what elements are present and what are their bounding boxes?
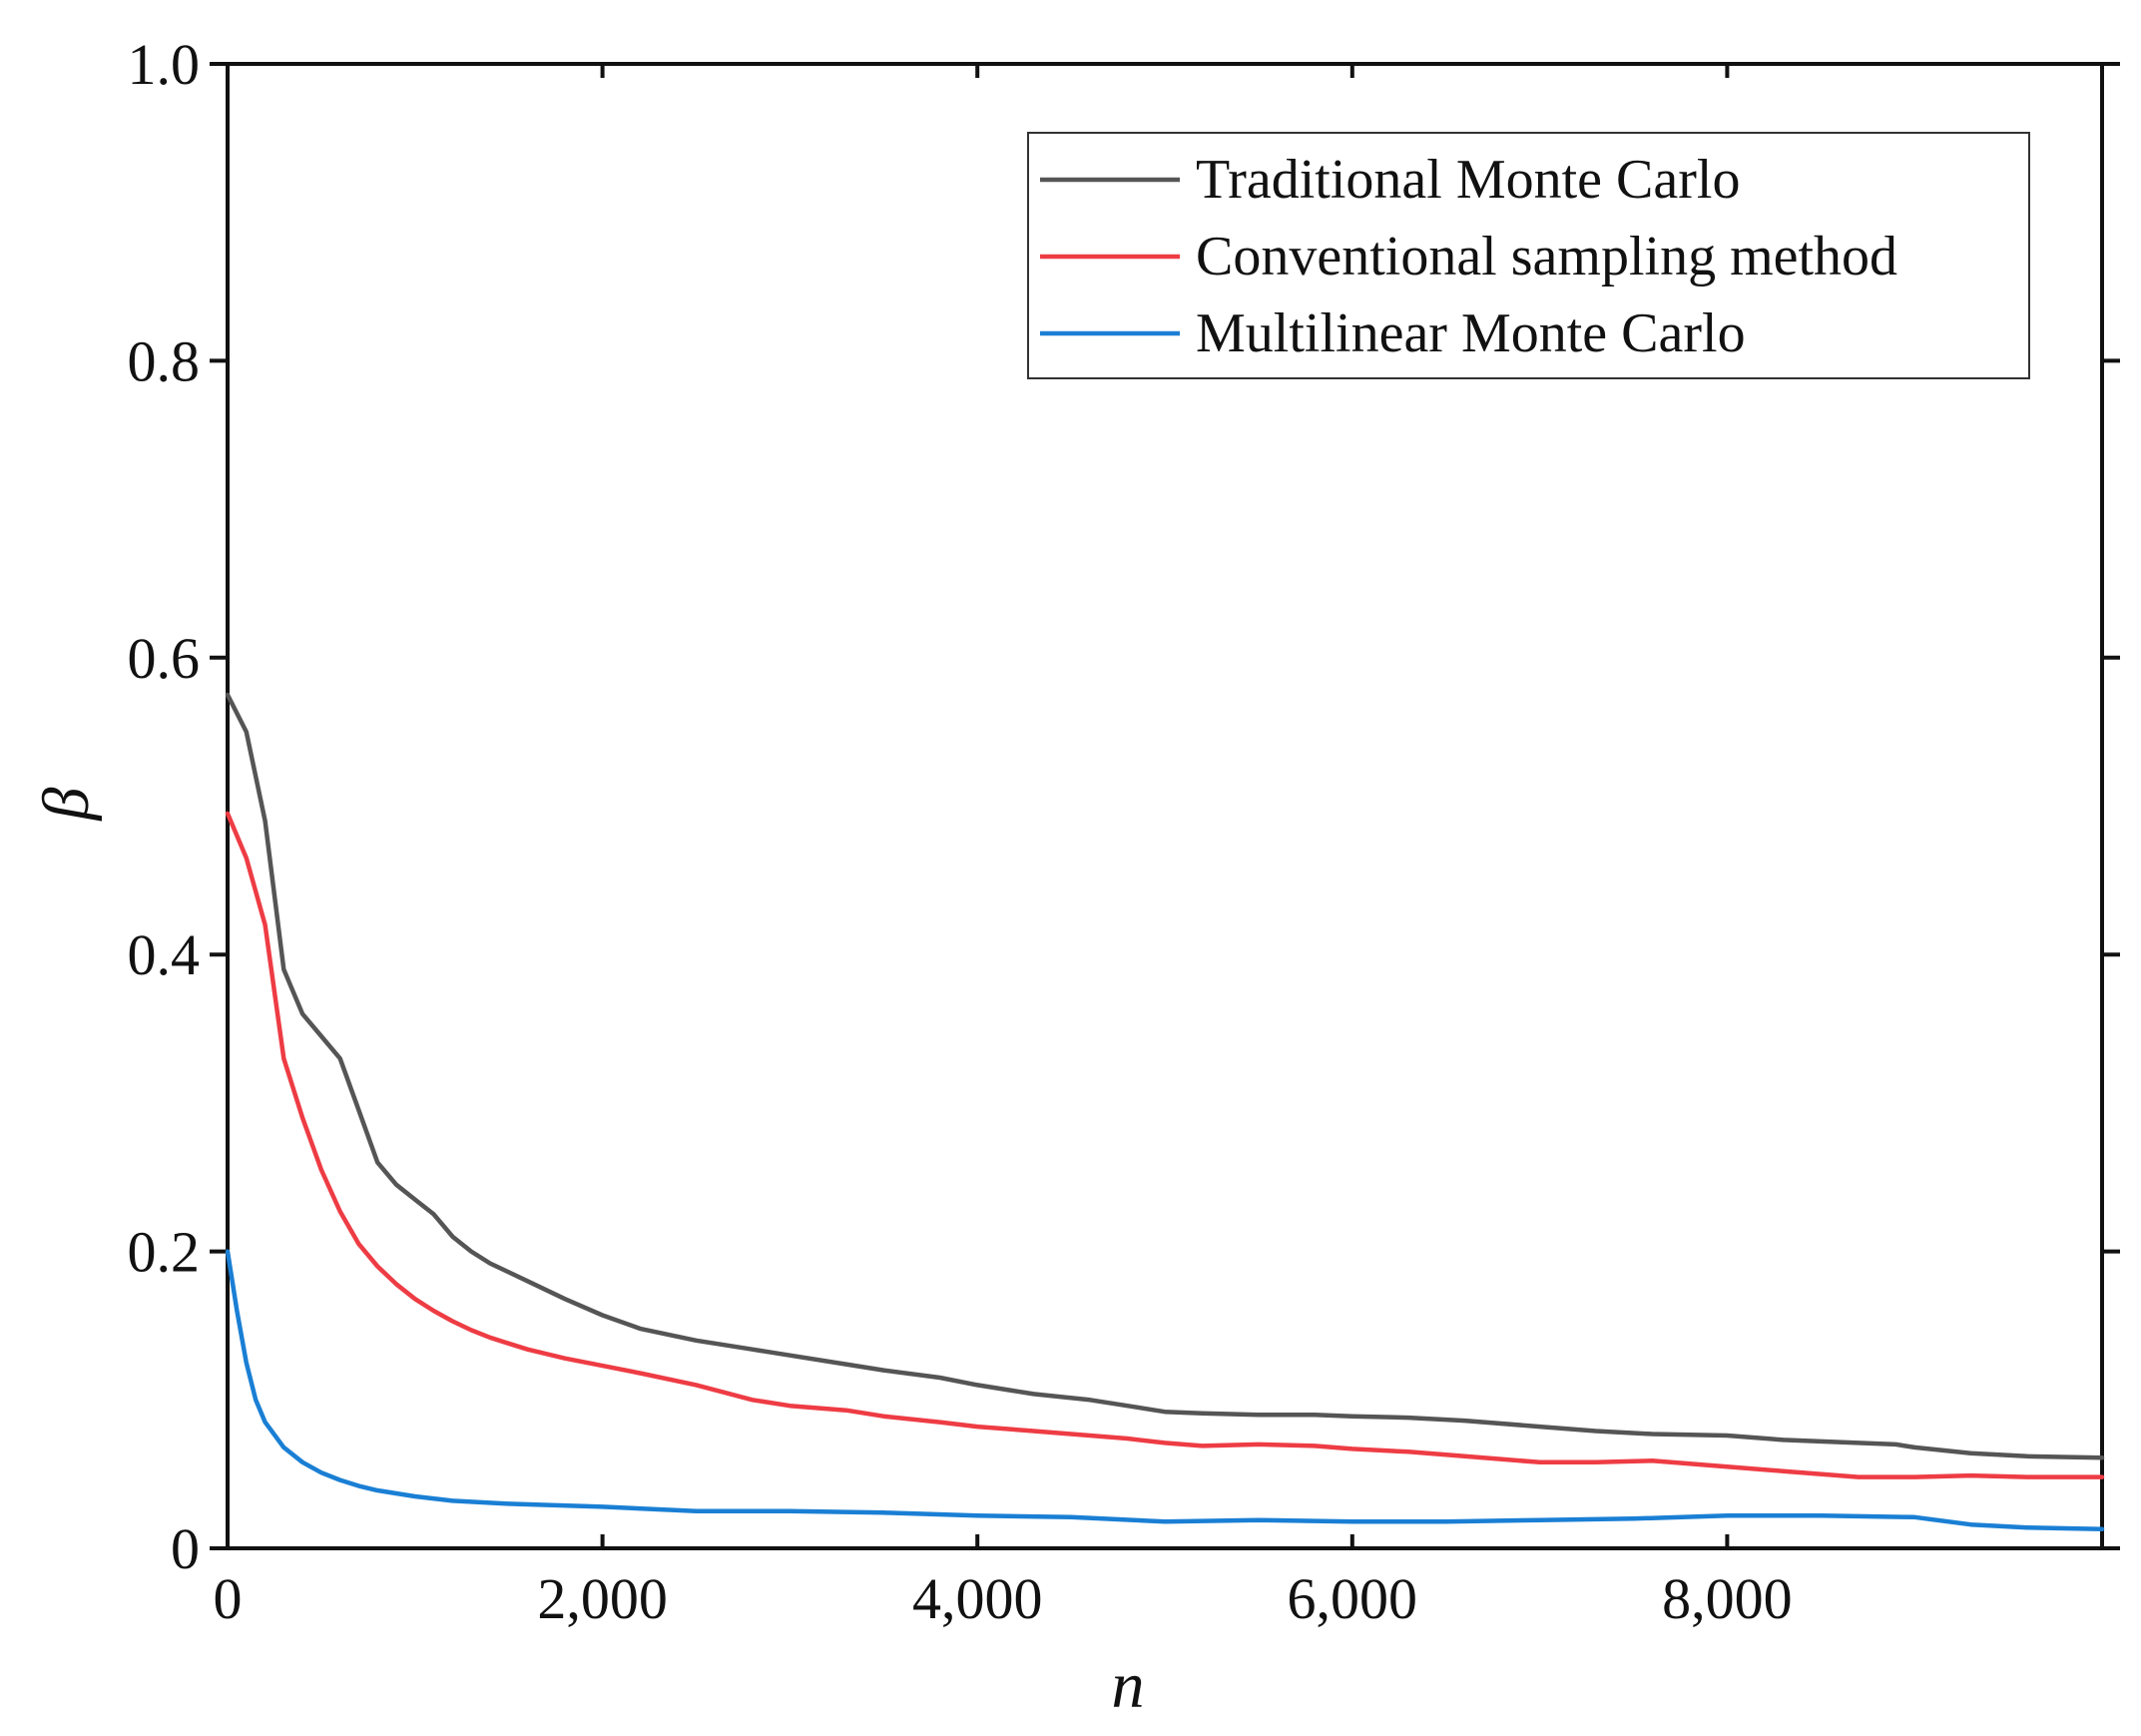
- y-tick-label: 1.0: [128, 32, 201, 97]
- series-line-1: [225, 692, 2105, 1460]
- axis-ticks: 0 2,000 4,000 6,000 8,000 0 0.2 0.4 0.6 0.8 1.0: [128, 32, 2120, 1631]
- x-tick-label: 2,000: [537, 1566, 668, 1631]
- series-line-3: [225, 1249, 2105, 1531]
- legend-label-1: Traditional Monte Carlo: [1196, 149, 1740, 211]
- legend-label-2: Conventional sampling method: [1196, 226, 1897, 288]
- legend-box: [1027, 132, 2030, 379]
- x-tick-label: 8,000: [1662, 1566, 1793, 1631]
- y-tick-label: 0.6: [128, 626, 201, 691]
- legend-label-3: Multilinear Monte Carlo: [1196, 302, 1746, 364]
- y-tick-label: 0.4: [128, 922, 201, 987]
- x-tick-label: 0: [214, 1566, 243, 1631]
- x-tick-label: 4,000: [912, 1566, 1043, 1631]
- legend: Traditional Monte Carlo Conventional samp…: [1027, 132, 2030, 379]
- y-tick-label: 0.8: [128, 328, 201, 393]
- series-line-2: [225, 811, 2105, 1479]
- y-tick-label: 0.2: [128, 1220, 201, 1285]
- y-axis-title: β: [30, 787, 103, 822]
- x-axis-title: n: [1112, 1649, 1145, 1722]
- y-tick-label: 0: [171, 1516, 200, 1581]
- x-tick-label: 6,000: [1288, 1566, 1418, 1631]
- series-layer: [225, 692, 2105, 1531]
